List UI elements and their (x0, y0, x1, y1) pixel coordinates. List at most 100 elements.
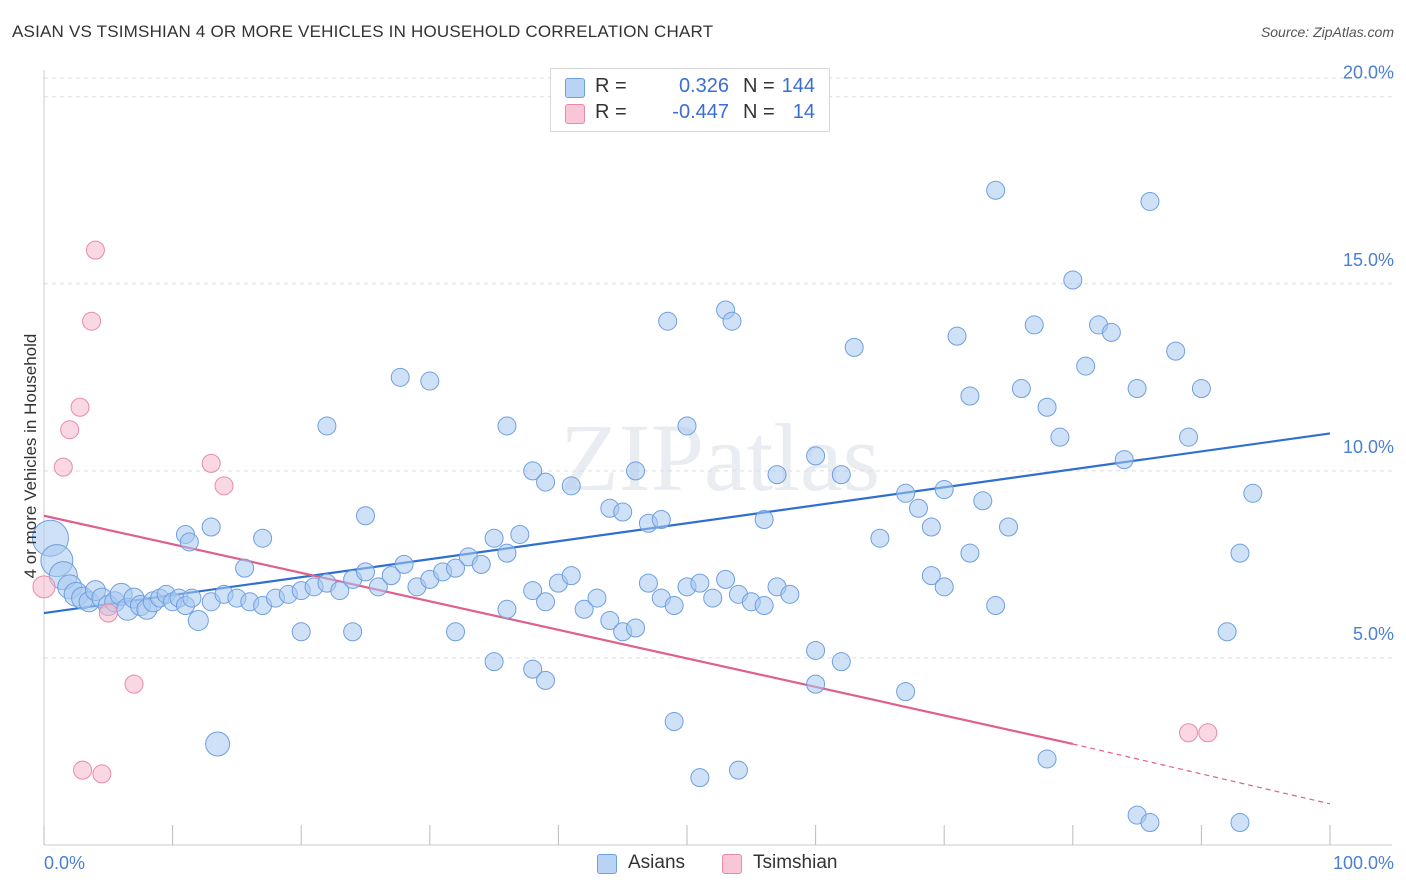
asian-point (716, 569, 736, 589)
asians-legend-icon (597, 854, 617, 874)
asian-point (1037, 749, 1057, 769)
tsimshian-point (53, 457, 73, 477)
asian-point (471, 554, 491, 574)
tsimshian-swatch-icon (565, 104, 585, 124)
asian-point (523, 659, 543, 679)
asian-point (235, 558, 255, 578)
asian-point (658, 311, 678, 331)
asian-point (960, 386, 980, 406)
tsimshian-trend-line (43, 514, 1074, 746)
asian-point (1191, 379, 1211, 399)
asian-point (806, 674, 826, 694)
tsimshian-trend-extension (1072, 743, 1331, 805)
asian-point (1024, 315, 1044, 335)
asian-point (780, 584, 800, 604)
asian-point (1101, 322, 1121, 342)
asian-point (381, 566, 401, 586)
asian-point (1063, 270, 1083, 290)
asian-point (626, 618, 646, 638)
asian-point (806, 446, 826, 466)
asian-point (1243, 483, 1263, 503)
asian-point (330, 581, 350, 601)
asian-point (934, 577, 954, 597)
asian-point (722, 311, 742, 331)
asian-point (1230, 813, 1250, 833)
asian-point (908, 498, 928, 518)
legend-r-label: R = (595, 101, 627, 123)
asian-point (446, 558, 466, 578)
asian-point (484, 652, 504, 672)
asian-point (291, 622, 311, 642)
asian-point (973, 491, 993, 511)
asian-point (187, 610, 209, 632)
y-tick-label: 10.0% (1343, 437, 1394, 457)
asian-point (664, 712, 684, 732)
asian-point (317, 416, 337, 436)
asian-point (690, 573, 710, 593)
asian-point (497, 599, 517, 619)
legend-n-label: N = (743, 75, 775, 97)
asian-point (536, 670, 556, 690)
tsimshian-point (82, 311, 102, 331)
asian-point (896, 483, 916, 503)
asian-point (1050, 427, 1070, 447)
tsimshian-point (92, 764, 112, 784)
asian-point (831, 465, 851, 485)
asian-point (703, 588, 723, 608)
asian-point (484, 528, 504, 548)
asian-point (1217, 622, 1237, 642)
tsimshian-legend-label: Tsimshian (753, 852, 838, 873)
tsimshian-point (124, 674, 144, 694)
asian-point (896, 682, 916, 702)
tsimshian-point (214, 476, 234, 496)
tsimshian-point (1198, 723, 1218, 743)
asians-legend-label: Asians (628, 852, 686, 873)
asian-point (767, 465, 787, 485)
y-tick-label: 5.0% (1353, 624, 1394, 644)
asian-point (921, 566, 941, 586)
asian-point (754, 509, 774, 529)
asian-point (960, 543, 980, 563)
asian-point (844, 337, 864, 357)
asian-point (523, 461, 543, 481)
asian-point (1140, 191, 1160, 211)
asian-point (1179, 427, 1199, 447)
tsimshian-point (60, 420, 80, 440)
asian-point (523, 581, 543, 601)
asian-point (497, 416, 517, 436)
asian-point (1127, 379, 1147, 399)
legend-r-label: R = (595, 75, 627, 97)
asians-swatch-icon (565, 78, 585, 98)
legend-n-value: 14 (792, 101, 815, 123)
asian-point (677, 416, 697, 436)
legend-r-value: 0.326 (678, 75, 729, 97)
asian-point (497, 543, 517, 563)
asian-point (690, 768, 710, 788)
asian-point (561, 476, 581, 496)
asian-point (1037, 397, 1057, 417)
asian-point (651, 509, 671, 529)
source-label: Source: ZipAtlas.com (1260, 24, 1394, 40)
asian-point (205, 731, 231, 757)
asian-point (356, 562, 375, 582)
chart-title: ASIAN VS TSIMSHIAN 4 OR MORE VEHICLES IN… (12, 22, 714, 41)
series-legend: Asians Tsimshian (0, 852, 1406, 878)
asian-point (921, 517, 941, 537)
asian-point (600, 611, 620, 631)
asian-point (510, 524, 530, 544)
asian-point (390, 367, 410, 387)
asian-point (870, 528, 890, 548)
asian-point (587, 588, 607, 608)
asian-point (999, 517, 1018, 537)
asian-point (536, 472, 556, 492)
asian-point (934, 480, 954, 500)
legend-n-value: 144 (781, 75, 815, 97)
asian-point (638, 573, 658, 593)
asian-point (947, 326, 967, 346)
asian-point (1166, 341, 1186, 361)
tsimshian-point (98, 603, 118, 623)
asian-point (182, 588, 202, 608)
asian-point (536, 592, 556, 612)
tsimshian-legend-icon (722, 854, 742, 874)
